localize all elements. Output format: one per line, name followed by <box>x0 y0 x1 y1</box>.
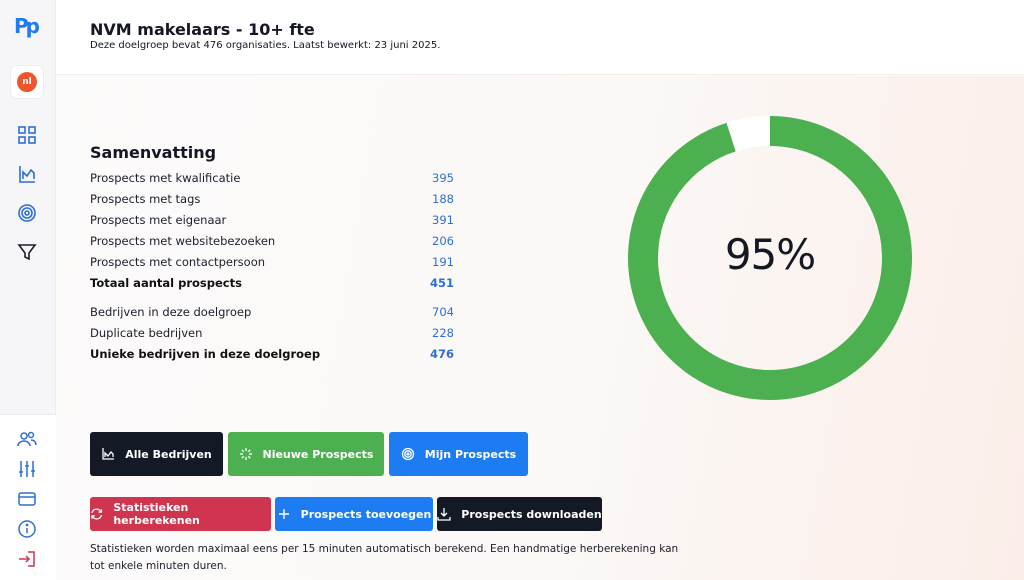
mijn-prospects-label: Mijn Prospects <box>424 447 517 461</box>
page-header: NVM makelaars - 10+ fte Deze doelgroep b… <box>56 0 1024 75</box>
card-icon[interactable] <box>16 488 38 510</box>
summary-value[interactable]: 228 <box>432 326 454 340</box>
summary-label: Prospects met kwalificatie <box>90 171 241 185</box>
progress-donut <box>628 116 912 400</box>
summary-row: Prospects met contactpersoon 191 <box>90 255 454 271</box>
language-switcher[interactable]: nl <box>11 66 43 98</box>
download-icon <box>437 508 451 521</box>
summary-row: Prospects met eigenaar 391 <box>90 213 454 229</box>
summary-value[interactable]: 206 <box>432 234 454 248</box>
chart-icon <box>102 448 115 460</box>
mijn-prospects-button[interactable]: Mijn Prospects <box>389 432 528 476</box>
summary-value[interactable]: 191 <box>432 255 454 269</box>
summary-label: Prospects met contactpersoon <box>90 255 266 269</box>
summary-total-row: Unieke bedrijven in deze doelgroep 476 <box>90 347 454 363</box>
summary-label: Totaal aantal prospects <box>90 276 242 290</box>
summary-label: Prospects met websitebezoeken <box>90 234 276 248</box>
summary-row: Prospects met websitebezoeken 206 <box>90 234 454 250</box>
downloaden-label: Prospects downloaden <box>461 507 602 521</box>
summary-row: Bedrijven in deze doelgroep 704 <box>90 305 454 321</box>
summary-title: Samenvatting <box>90 143 217 162</box>
toevoegen-label: Prospects toevoegen <box>300 507 432 521</box>
plus-icon <box>278 509 289 519</box>
summary-label: Bedrijven in deze doelgroep <box>90 305 252 319</box>
refresh-icon <box>91 508 103 520</box>
summary-label: Duplicate bedrijven <box>90 326 203 340</box>
sliders-icon[interactable] <box>16 458 38 480</box>
summary-label: Prospects met tags <box>90 192 201 206</box>
summary-row: Duplicate bedrijven 228 <box>90 326 454 342</box>
page-title: NVM makelaars - 10+ fte <box>90 20 315 39</box>
progress-label: 95% <box>724 230 816 279</box>
recalculation-note: Statistieken worden maximaal eens per 15… <box>90 543 679 572</box>
filter-icon[interactable] <box>16 241 38 263</box>
logout-icon[interactable] <box>16 548 38 570</box>
target-icon[interactable] <box>16 202 38 224</box>
summary-row: Prospects met kwalificatie 395 <box>90 171 454 187</box>
app-logo[interactable]: Pp <box>14 14 40 38</box>
donut-progress-arc <box>628 116 912 400</box>
nieuwe-prospects-label: Nieuwe Prospects <box>262 447 374 461</box>
main-content: NVM makelaars - 10+ fte Deze doelgroep b… <box>56 0 1024 580</box>
info-icon[interactable] <box>16 518 38 540</box>
target-icon <box>401 447 414 461</box>
summary-row: Prospects met tags 188 <box>90 192 454 208</box>
prospects-toevoegen-button[interactable]: Prospects toevoegen <box>275 497 433 531</box>
summary-total-row: Totaal aantal prospects 451 <box>90 276 454 292</box>
summary-value[interactable]: 451 <box>429 276 454 290</box>
summary-label: Prospects met eigenaar <box>90 213 227 227</box>
summary-value[interactable]: 188 <box>432 192 454 206</box>
language-badge: nl <box>17 72 37 92</box>
summary-value[interactable]: 476 <box>429 347 454 361</box>
nieuwe-prospects-button[interactable]: Nieuwe Prospects <box>228 432 384 476</box>
summary-label: Unieke bedrijven in deze doelgroep <box>90 347 321 361</box>
statistieken-herberekenen-button[interactable]: Statistieken herberekenen <box>90 497 271 531</box>
summary-value[interactable]: 395 <box>432 171 454 185</box>
sidebar-bottom <box>0 414 56 580</box>
prospects-downloaden-button[interactable]: Prospects downloaden <box>437 497 602 531</box>
sidebar: Pp nl <box>0 0 56 580</box>
alle-bedrijven-label: Alle Bedrijven <box>125 447 212 461</box>
users-icon[interactable] <box>16 428 38 450</box>
summary-value[interactable]: 391 <box>432 213 454 227</box>
alle-bedrijven-button[interactable]: Alle Bedrijven <box>90 432 223 476</box>
herberekenen-label: Statistieken herberekenen <box>113 501 200 527</box>
loader-icon <box>239 448 252 460</box>
page-subtitle: Deze doelgroep bevat 476 organisaties. L… <box>90 40 441 51</box>
chart-icon[interactable] <box>16 163 38 185</box>
summary-value[interactable]: 704 <box>432 305 454 319</box>
grid-icon[interactable] <box>16 124 38 146</box>
